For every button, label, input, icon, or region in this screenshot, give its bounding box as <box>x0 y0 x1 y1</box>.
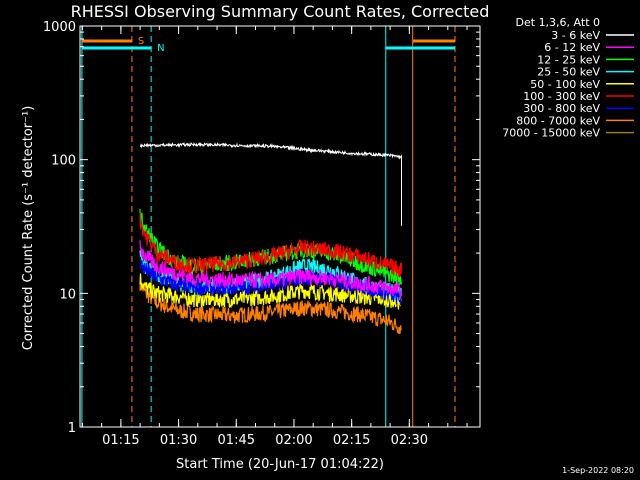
y-tick-label: 100 <box>51 154 76 169</box>
flag-label-S: S <box>138 36 144 47</box>
flag-label-N: N <box>157 43 164 54</box>
chart-title: RHESSI Observing Summary Count Rates, Co… <box>71 2 490 21</box>
series-line-8 <box>139 276 402 334</box>
series-line-1 <box>140 141 402 226</box>
x-tick-label: 02:15 <box>333 433 370 448</box>
x-tick-label: 01:15 <box>102 433 139 448</box>
legend-label-8: 800 - 7000 keV <box>516 114 600 127</box>
legend-label-3: 12 - 25 keV <box>537 53 600 66</box>
x-tick-label: 02:30 <box>391 433 428 448</box>
legend-label-2: 6 - 12 keV <box>544 41 600 54</box>
x-axis-label: Start Time (20-Jun-17 01:04:22) <box>176 457 384 472</box>
legend-label-5: 50 - 100 keV <box>530 78 600 91</box>
legend-title: Det 1,3,6, Att 0 <box>516 16 600 29</box>
legend-label-9: 7000 - 15000 keV <box>502 127 600 140</box>
plot-frame <box>79 25 481 428</box>
series-line-2 <box>139 240 403 299</box>
data-layer: SN <box>81 26 456 427</box>
y-tick-label: 1 <box>68 421 76 436</box>
x-tick-label: 02:00 <box>275 433 312 448</box>
legend-label-6: 100 - 300 keV <box>523 90 600 103</box>
y-tick-label: 10 <box>59 287 76 302</box>
series-line-6 <box>139 213 403 277</box>
x-tick-label: 01:45 <box>218 433 255 448</box>
legend-label-1: 3 - 6 keV <box>551 29 600 42</box>
y-tick-label: 1000 <box>43 20 76 35</box>
y-axis-label: Corrected Count Rate (s⁻¹ detector⁻¹) <box>21 106 36 351</box>
legend-label-7: 300 - 800 keV <box>523 102 600 115</box>
legend-label-4: 25 - 50 keV <box>537 66 600 79</box>
x-tick-label: 01:30 <box>160 433 197 448</box>
axis-ticks: 1 10 100 1000 01:15 01:30 01:45 02:00 02:15 02:30 <box>43 20 480 448</box>
footer-date: 1-Sep-2022 08:20 <box>562 466 634 475</box>
